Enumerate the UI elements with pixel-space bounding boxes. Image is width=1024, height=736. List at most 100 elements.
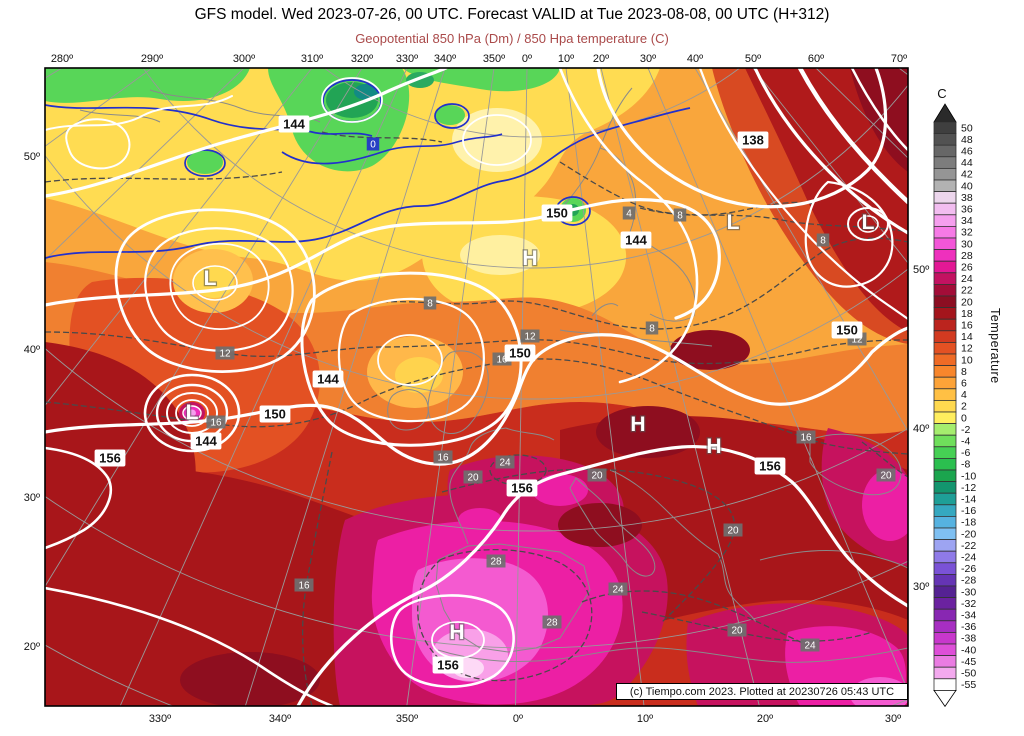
isotherm-label: 8: [649, 324, 655, 335]
colorbar-tick-label: -12: [961, 482, 976, 494]
coastline: [79, 109, 161, 123]
meridian-line: [45, 68, 363, 588]
geopotential-ring: [143, 373, 241, 453]
colorbar-tick-label: 8: [961, 366, 967, 378]
low-pressure-marker: L: [186, 401, 199, 424]
geopotential-contour: [45, 586, 334, 706]
meridian-line: [119, 68, 408, 706]
colorbar-tick-label: -4: [961, 436, 970, 448]
temp-spot: [452, 108, 542, 172]
colorbar-swatch: [933, 272, 957, 285]
meridian-line: [647, 68, 908, 693]
isotherm-label: 8: [427, 299, 433, 310]
geopotential-label-box: [278, 115, 310, 133]
temp-region-green-top-west: [45, 68, 250, 103]
isotherm-label-box: [495, 455, 515, 469]
isotherm-label: 28: [546, 618, 558, 629]
colorbar-swatch: [933, 365, 957, 378]
colorbar-axis-label: Temperature: [988, 308, 1002, 384]
colorbar-swatch: [933, 399, 957, 413]
colorbar-tick-label: 20: [961, 296, 973, 308]
temp-spot: [187, 150, 223, 174]
axis-tick-top: 290º: [141, 53, 163, 65]
geopotential-contour: [296, 444, 908, 706]
colorbar-swatch: [933, 574, 957, 587]
colorbar-swatch: [933, 179, 957, 193]
colorbar-tick-label: 22: [961, 285, 973, 297]
isotherm-label-box: [486, 554, 506, 568]
isotherm-label-box: [587, 468, 607, 482]
coastline: [809, 433, 902, 496]
colorbar-tick-label: -50: [961, 668, 976, 680]
temp-region-green-top-east: [402, 68, 560, 92]
geopotential-contour: [797, 68, 908, 205]
geopotential-contour: [65, 118, 131, 170]
isotherm-label: 20: [727, 526, 739, 537]
colorbar-swatch: [933, 249, 957, 262]
geopotential-contour: [850, 68, 908, 152]
axis-labels-layer: 280º 290º 300º 310º 320º 330º 340º 350º 0º 10º 20º…: [24, 53, 930, 725]
axis-tick-top: 280º: [51, 53, 73, 65]
geopotential-label-box: [190, 432, 222, 450]
colorbar-swatch: [933, 283, 957, 297]
coastline: [505, 427, 555, 441]
isotherm-contour: [489, 454, 547, 486]
isotherm-label: 20: [731, 626, 743, 637]
colorbar-swatch: [933, 121, 957, 135]
zero-isotherm-ring: [434, 103, 470, 129]
temp-spot: [596, 406, 700, 458]
colorbar-swatch: [933, 202, 957, 216]
zero-isotherm-ring: [184, 149, 226, 177]
page-title: GFS model. Wed 2023-07-26, 00 UTC. Forec…: [194, 6, 830, 23]
colorbar-swatch: [933, 411, 957, 425]
axis-tick-bottom: 0º: [513, 713, 523, 725]
geopotential-ring: [192, 265, 238, 301]
colorbar-swatch: [933, 295, 957, 309]
geopotential-label: 156: [759, 459, 781, 474]
geopotential-label: 156: [511, 481, 533, 496]
temp-region-ne-darkred-streak: [745, 68, 908, 332]
isotherm-label: 16: [496, 355, 508, 366]
colorbar-swatch: [933, 678, 957, 691]
zero-isotherm: [45, 107, 691, 259]
isotherm-label: 20: [880, 471, 892, 482]
geopotential-label-box: [432, 656, 464, 674]
isotherm-label-box: [542, 615, 562, 629]
colorbar-unit-label: C: [937, 86, 947, 101]
colorbar-tick-label: -22: [961, 540, 976, 552]
geopotential-ring: [175, 399, 209, 427]
isotherm-label-box: [608, 582, 628, 596]
low-pressure-marker: L: [727, 211, 740, 234]
coastline: [649, 313, 695, 322]
colorbar-arrow-down: [933, 690, 957, 708]
geopotential-contour: [45, 95, 233, 131]
isotherm-label: 24: [612, 585, 624, 596]
isotherm-label-box: [673, 208, 687, 222]
isotherm-label-box: [876, 468, 896, 482]
temp-spot: [670, 330, 750, 370]
axis-tick-top: 310º: [301, 53, 323, 65]
colorbar-tick-label: 30: [961, 238, 973, 250]
geopotential-label-box: [737, 131, 769, 149]
geopotential-label-box: [506, 479, 538, 497]
geopotential-label-box: [312, 370, 344, 388]
axis-tick-bottom: 330º: [149, 713, 171, 725]
geopotential-contour: [804, 180, 894, 288]
isotherm-contour: [559, 161, 908, 233]
high-pressure-marker: H: [449, 621, 464, 644]
colorbar-tick-label: 12: [961, 343, 973, 355]
colorbar-swatch: [933, 307, 957, 320]
page-subtitle: Geopotential 850 hPa (Dm) / 850 Hpa temp…: [355, 31, 669, 46]
colorbar-tick-label: -30: [961, 586, 976, 598]
colorbar-swatch: [933, 597, 957, 610]
axis-tick-top: 320º: [351, 53, 373, 65]
isotherm-label-box: [206, 415, 226, 429]
isotherm-label: 28: [490, 557, 502, 568]
colorbar-tick-label: 50: [961, 122, 973, 134]
isotherm-label: 20: [591, 471, 603, 482]
colorbar-swatch: [933, 457, 957, 471]
geopotential-contour: [169, 242, 270, 330]
geopotential-ring: [321, 77, 383, 123]
colorbar-tick-label: 2: [961, 401, 967, 413]
